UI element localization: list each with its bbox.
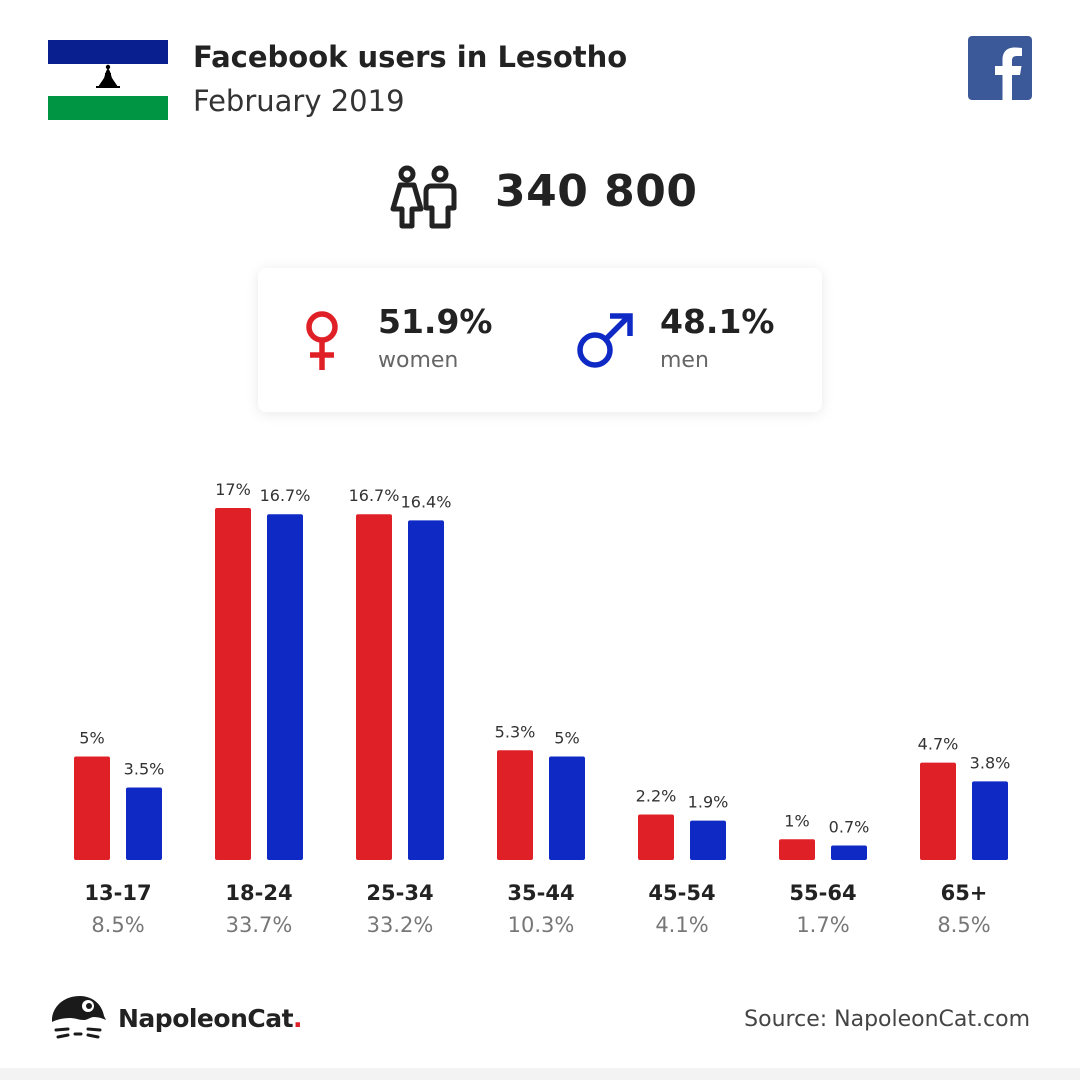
brand-name: NapoleonCat. — [118, 1004, 303, 1033]
lesotho-flag-icon — [48, 40, 168, 120]
women-value-label: 16.7% — [349, 486, 400, 505]
female-symbol-icon — [306, 311, 338, 370]
men-value-label: 1.9% — [688, 793, 729, 812]
women-bar — [779, 839, 815, 860]
category-label: 18-24 — [225, 881, 292, 905]
women-bar — [638, 814, 674, 860]
category-total-label: 33.7% — [226, 913, 293, 937]
source-credit: Source: NapoleonCat.com — [744, 1007, 1030, 1032]
gender-split-card: 51.9% women 48.1% men — [258, 268, 822, 412]
women-bar — [74, 756, 110, 860]
users-icon — [388, 162, 460, 236]
women-bar — [356, 514, 392, 860]
men-percent: 48.1% — [660, 302, 775, 341]
category-label: 55-64 — [789, 881, 856, 905]
page-title: Facebook users in Lesotho — [193, 40, 628, 74]
male-symbol-icon — [577, 313, 633, 368]
women-bar — [215, 508, 251, 860]
men-value-label: 16.4% — [401, 492, 452, 511]
total-users: 340 800 — [495, 166, 698, 217]
category-label: 25-34 — [366, 881, 433, 905]
women-bar — [920, 762, 956, 860]
category-total-label: 10.3% — [508, 913, 575, 937]
women-label: women — [378, 348, 459, 373]
category-total-label: 33.2% — [367, 913, 434, 937]
men-value-label: 3.8% — [970, 753, 1011, 772]
footer-strip — [0, 1068, 1080, 1080]
category-total-label: 4.1% — [655, 913, 708, 937]
men-bar — [831, 845, 867, 860]
women-value-label: 4.7% — [918, 735, 959, 754]
women-value-label: 1% — [784, 811, 809, 830]
category-label: 65+ — [941, 881, 988, 905]
women-value-label: 5% — [79, 728, 104, 747]
category-total-label: 8.5% — [91, 913, 144, 937]
men-value-label: 16.7% — [260, 486, 311, 505]
category-label: 35-44 — [507, 881, 574, 905]
men-value-label: 0.7% — [829, 818, 870, 837]
women-value-label: 2.2% — [636, 786, 677, 805]
facebook-logo-icon — [968, 36, 1032, 100]
men-bar — [549, 756, 585, 860]
men-bar — [408, 520, 444, 860]
women-bar — [497, 750, 533, 860]
mokorotlo-hat-icon — [96, 64, 120, 88]
category-label: 13-17 — [84, 881, 151, 905]
men-bar — [972, 781, 1008, 860]
page-subtitle: February 2019 — [193, 84, 405, 118]
men-value-label: 5% — [554, 728, 579, 747]
men-label: men — [660, 348, 709, 373]
napoleoncat-logo-icon — [48, 992, 108, 1048]
men-value-label: 3.5% — [124, 760, 165, 779]
category-total-label: 1.7% — [796, 913, 849, 937]
men-bar — [126, 787, 162, 860]
men-bar — [690, 820, 726, 860]
women-value-label: 5.3% — [495, 722, 536, 741]
women-percent: 51.9% — [378, 302, 493, 341]
category-label: 45-54 — [648, 881, 715, 905]
category-total-label: 8.5% — [937, 913, 990, 937]
women-value-label: 17% — [215, 480, 251, 499]
men-bar — [267, 514, 303, 860]
